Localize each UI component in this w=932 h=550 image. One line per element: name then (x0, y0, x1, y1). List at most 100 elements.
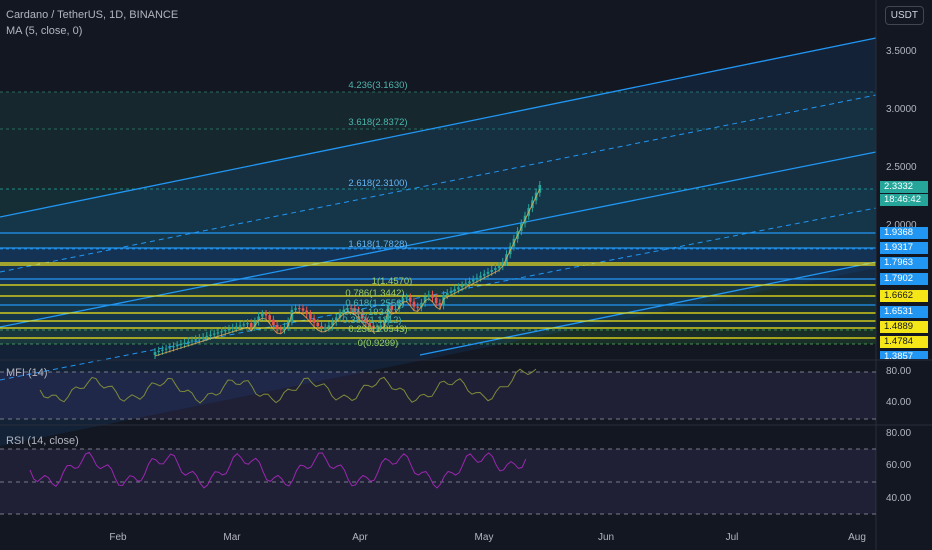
candle-body (238, 325, 242, 327)
candle-body (538, 185, 542, 193)
fib-zone (0, 305, 876, 313)
level-tag: 1.9317 (880, 242, 928, 254)
candle-body (468, 281, 471, 284)
level-tag: 1.9368 (880, 227, 928, 239)
candle-body (198, 338, 201, 340)
candle-body (275, 325, 279, 330)
candle-body (405, 297, 408, 299)
candle-body (323, 327, 327, 329)
channel-lower-line (419, 261, 877, 356)
candle-body (342, 309, 345, 314)
price-axis-label: 2.0000 (886, 220, 917, 231)
current-price-tag: 2.3332 (880, 181, 928, 193)
candle-body (298, 308, 301, 310)
candle-body (242, 324, 246, 326)
rsi-axis-label: 80.00 (886, 428, 912, 439)
candle-body (235, 326, 238, 328)
level-tag: 1.4889 (880, 321, 928, 333)
candle-body (224, 330, 227, 332)
candle-body (290, 309, 294, 322)
candle-body (427, 294, 431, 297)
candle-body (360, 314, 364, 319)
candle-body (409, 297, 412, 302)
candle-body (379, 325, 382, 328)
candle-body (249, 323, 253, 327)
fib-zone (0, 296, 876, 305)
fib-label: 0.382(1.1312) (342, 315, 402, 326)
candle-body (294, 308, 297, 310)
candle-body (434, 297, 438, 304)
rsi-label: RSI (14, close) (6, 435, 79, 447)
candle-body (261, 314, 264, 317)
candle-body (316, 322, 320, 327)
candle-body (305, 310, 308, 315)
candle-body (446, 293, 449, 295)
candle-body (331, 321, 334, 326)
candle-body (464, 283, 468, 286)
fib-label: 0.786(1.3442) (345, 288, 405, 299)
candle-body (483, 273, 486, 276)
time-axis-label: Jun (597, 532, 615, 543)
candle-body (353, 308, 357, 311)
candle-body (187, 341, 190, 343)
candle-body (272, 319, 275, 326)
time-axis-label: May (474, 532, 494, 543)
candle-body (183, 342, 186, 344)
price-axis-label: 3.0000 (886, 104, 917, 115)
ma-line (154, 188, 541, 357)
mfi-line (39, 368, 537, 404)
candle-body (457, 287, 460, 290)
fib-zone (0, 285, 876, 296)
candle-body (301, 308, 305, 311)
candle-body (212, 333, 216, 335)
rsi-axis-label: 40.00 (886, 493, 912, 504)
candle-body (397, 303, 401, 309)
candle-body (268, 315, 271, 320)
candle-body (194, 339, 197, 341)
candle-body (346, 308, 349, 310)
candle-body (190, 340, 194, 342)
channel-upper-line (0, 37, 877, 218)
fib-zone (0, 92, 876, 129)
candle-body (420, 302, 423, 308)
candle-body (453, 289, 456, 292)
rsi-line (29, 451, 527, 489)
candle-body (486, 271, 490, 274)
channel-dashed-line (0, 207, 877, 381)
candle-body (264, 314, 268, 316)
candle-body (390, 305, 394, 310)
candle-body (471, 279, 475, 282)
currency-button[interactable]: USDT (884, 6, 924, 25)
candle-body (386, 305, 390, 322)
candle-body (494, 268, 497, 270)
ma-indicator-label: MA (5, close, 0) (6, 25, 83, 37)
level-tag: 1.4784 (880, 336, 928, 348)
candle-body (320, 326, 323, 328)
candle-body (161, 349, 164, 351)
level-tag: 1.7963 (880, 257, 928, 269)
candle-body (423, 296, 427, 303)
candle-body (179, 343, 183, 346)
candle-body (201, 337, 205, 339)
candle-body (479, 275, 482, 278)
candle-body (372, 326, 375, 328)
mfi-axis-label: 80.00 (886, 366, 912, 377)
candle-body (416, 306, 419, 308)
candle-body (283, 326, 286, 330)
candle-body (438, 303, 442, 306)
candle-body (338, 313, 342, 318)
time-axis-label: Apr (352, 532, 368, 543)
candle-body (227, 328, 231, 331)
candle-body (368, 322, 371, 327)
time-axis-label: Aug (848, 532, 866, 543)
level-tag: 1.6662 (880, 290, 928, 302)
fib-label: 0.618(1.2556) (345, 298, 405, 309)
candle-body (157, 350, 160, 352)
candle-body (431, 294, 434, 298)
symbol-title: Cardano / TetherUS, 1D, BINANCE (6, 9, 179, 21)
candle-body (205, 335, 209, 337)
candle-body (460, 285, 464, 288)
level-tag: 1.6531 (880, 306, 928, 318)
